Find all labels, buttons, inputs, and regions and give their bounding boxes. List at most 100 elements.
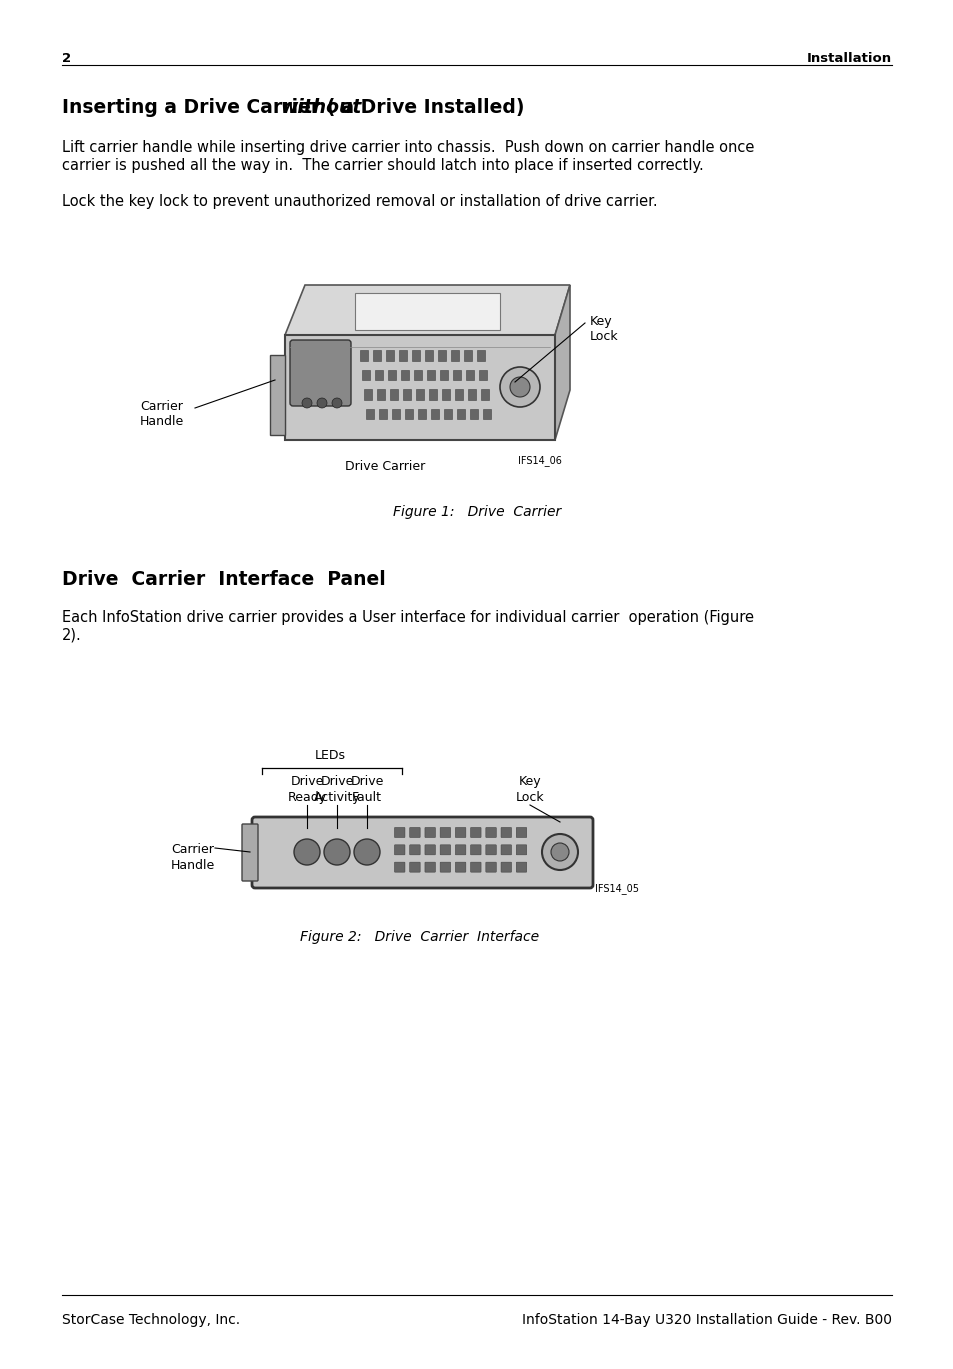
Polygon shape — [463, 350, 472, 360]
Polygon shape — [398, 350, 407, 360]
FancyBboxPatch shape — [395, 827, 404, 838]
Polygon shape — [451, 350, 459, 360]
Circle shape — [332, 398, 341, 408]
Polygon shape — [482, 408, 491, 419]
Text: Drive
Activity: Drive Activity — [314, 775, 360, 804]
Text: Installation: Installation — [806, 52, 891, 64]
Polygon shape — [376, 389, 385, 400]
Text: Key
Lock: Key Lock — [589, 315, 618, 344]
Text: Inserting a Drive Carrier (: Inserting a Drive Carrier ( — [62, 99, 335, 116]
Polygon shape — [364, 389, 372, 400]
FancyBboxPatch shape — [516, 827, 526, 838]
Text: carrier is pushed all the way in.  The carrier should latch into place if insert: carrier is pushed all the way in. The ca… — [62, 157, 703, 172]
Polygon shape — [412, 350, 420, 360]
FancyBboxPatch shape — [395, 845, 404, 854]
Polygon shape — [439, 370, 448, 381]
Text: Each InfoStation drive carrier provides a User interface for individual carrier : Each InfoStation drive carrier provides … — [62, 611, 753, 626]
FancyBboxPatch shape — [439, 862, 450, 872]
Text: Lock the key lock to prevent unauthorized removal or installation of drive carri: Lock the key lock to prevent unauthorize… — [62, 194, 657, 209]
Polygon shape — [468, 389, 476, 400]
Polygon shape — [375, 370, 383, 381]
FancyBboxPatch shape — [439, 827, 450, 838]
Text: Carrier
Handle: Carrier Handle — [140, 400, 184, 428]
Text: Drive
Ready: Drive Ready — [287, 775, 326, 804]
Polygon shape — [453, 370, 461, 381]
Circle shape — [354, 839, 379, 865]
FancyBboxPatch shape — [485, 862, 496, 872]
Text: Drive
Fault: Drive Fault — [350, 775, 383, 804]
Polygon shape — [402, 389, 411, 400]
FancyBboxPatch shape — [485, 827, 496, 838]
Polygon shape — [555, 285, 569, 439]
FancyBboxPatch shape — [470, 845, 480, 854]
FancyBboxPatch shape — [455, 862, 465, 872]
Polygon shape — [270, 355, 285, 435]
Polygon shape — [470, 408, 478, 419]
Polygon shape — [417, 408, 426, 419]
Polygon shape — [429, 389, 437, 400]
Circle shape — [510, 376, 530, 397]
Polygon shape — [359, 350, 368, 360]
Text: Figure 2:   Drive  Carrier  Interface: Figure 2: Drive Carrier Interface — [300, 930, 539, 945]
FancyBboxPatch shape — [409, 827, 419, 838]
Text: Drive  Carrier  Interface  Panel: Drive Carrier Interface Panel — [62, 570, 385, 589]
Text: 2).: 2). — [62, 628, 82, 643]
FancyBboxPatch shape — [424, 845, 435, 854]
Polygon shape — [386, 350, 394, 360]
Polygon shape — [427, 370, 435, 381]
FancyBboxPatch shape — [516, 862, 526, 872]
Text: Carrier
Handle: Carrier Handle — [171, 843, 214, 872]
Circle shape — [551, 843, 568, 861]
Polygon shape — [400, 370, 409, 381]
Text: Lift carrier handle while inserting drive carrier into chassis.  Push down on ca: Lift carrier handle while inserting driv… — [62, 140, 754, 155]
Text: LEDs: LEDs — [314, 749, 345, 763]
Text: IFS14_05: IFS14_05 — [595, 883, 639, 894]
FancyBboxPatch shape — [252, 817, 593, 888]
Text: IFS14_06: IFS14_06 — [517, 455, 561, 465]
Circle shape — [324, 839, 350, 865]
Text: InfoStation 14-Bay U320 Installation Guide - Rev. B00: InfoStation 14-Bay U320 Installation Gui… — [521, 1313, 891, 1327]
FancyBboxPatch shape — [500, 845, 511, 854]
FancyBboxPatch shape — [395, 862, 404, 872]
Polygon shape — [361, 370, 370, 381]
Text: Figure 1:   Drive  Carrier: Figure 1: Drive Carrier — [393, 505, 560, 519]
Polygon shape — [465, 370, 474, 381]
Polygon shape — [405, 408, 413, 419]
Polygon shape — [392, 408, 400, 419]
FancyBboxPatch shape — [409, 845, 419, 854]
Polygon shape — [476, 350, 485, 360]
Polygon shape — [378, 408, 387, 419]
FancyBboxPatch shape — [470, 827, 480, 838]
Text: Drive Carrier: Drive Carrier — [345, 460, 425, 474]
FancyBboxPatch shape — [455, 845, 465, 854]
Polygon shape — [431, 408, 439, 419]
FancyBboxPatch shape — [409, 862, 419, 872]
Circle shape — [294, 839, 319, 865]
Polygon shape — [355, 293, 499, 330]
Polygon shape — [373, 350, 381, 360]
Circle shape — [302, 398, 312, 408]
Polygon shape — [478, 370, 487, 381]
Text: 2: 2 — [62, 52, 71, 64]
Polygon shape — [456, 408, 465, 419]
Polygon shape — [285, 285, 569, 335]
Polygon shape — [480, 389, 489, 400]
FancyBboxPatch shape — [439, 845, 450, 854]
Polygon shape — [390, 389, 398, 400]
Polygon shape — [414, 370, 422, 381]
FancyBboxPatch shape — [500, 862, 511, 872]
Polygon shape — [366, 408, 375, 419]
Polygon shape — [416, 389, 424, 400]
FancyBboxPatch shape — [242, 824, 257, 882]
Circle shape — [316, 398, 327, 408]
Circle shape — [499, 367, 539, 407]
Polygon shape — [441, 389, 450, 400]
Circle shape — [541, 834, 578, 871]
Polygon shape — [388, 370, 396, 381]
Polygon shape — [455, 389, 463, 400]
Text: a Drive Installed): a Drive Installed) — [335, 99, 524, 116]
FancyBboxPatch shape — [470, 862, 480, 872]
Polygon shape — [285, 335, 555, 439]
Polygon shape — [437, 350, 446, 360]
FancyBboxPatch shape — [455, 827, 465, 838]
